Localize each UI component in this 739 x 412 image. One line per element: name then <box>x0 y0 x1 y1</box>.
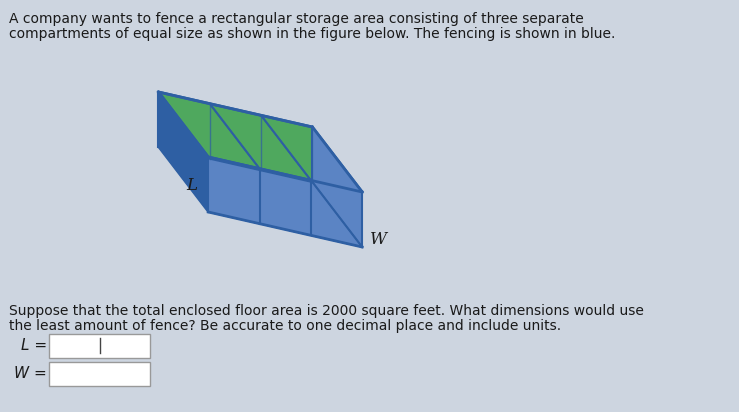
Polygon shape <box>313 127 362 247</box>
Text: A company wants to fence a rectangular storage area consisting of three separate: A company wants to fence a rectangular s… <box>9 12 584 26</box>
Polygon shape <box>210 159 311 235</box>
Polygon shape <box>313 127 362 247</box>
Text: L: L <box>186 176 197 194</box>
Text: L =: L = <box>21 337 47 353</box>
Text: Suppose that the total enclosed floor area is 2000 square feet. What dimensions : Suppose that the total enclosed floor ar… <box>9 304 644 318</box>
Polygon shape <box>210 104 259 224</box>
Text: W =: W = <box>14 367 47 382</box>
FancyBboxPatch shape <box>49 362 150 386</box>
Polygon shape <box>158 92 208 212</box>
Polygon shape <box>208 157 362 247</box>
Text: the least amount of fence? Be accurate to one decimal place and include units.: the least amount of fence? Be accurate t… <box>9 319 561 333</box>
Polygon shape <box>261 115 311 235</box>
Polygon shape <box>261 170 362 247</box>
Polygon shape <box>158 147 259 224</box>
Polygon shape <box>208 157 362 247</box>
Polygon shape <box>210 104 311 180</box>
Polygon shape <box>158 92 208 212</box>
Text: W: W <box>370 230 387 248</box>
FancyBboxPatch shape <box>49 334 150 358</box>
Text: compartments of equal size as shown in the figure below. The fencing is shown in: compartments of equal size as shown in t… <box>9 27 616 41</box>
Polygon shape <box>158 92 259 169</box>
Polygon shape <box>261 115 362 192</box>
